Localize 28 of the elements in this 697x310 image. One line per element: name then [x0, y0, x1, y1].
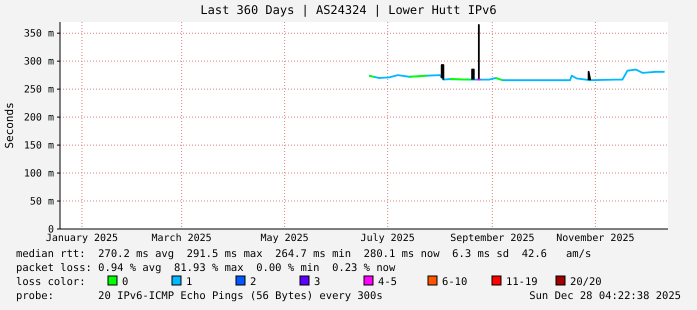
x-tick-label: July 2025 — [360, 233, 415, 244]
y-tick-label: 150 m — [24, 140, 54, 152]
x-tick-label: September 2025 — [450, 233, 535, 244]
x-tick-label: May 2025 — [260, 233, 309, 244]
legend-label: 1 — [186, 276, 192, 288]
text: Sun Dec 28 04:22:38 2025 — [529, 290, 681, 302]
x-tick-label: November 2025 — [556, 233, 635, 244]
legend-label: 6-10 — [442, 276, 468, 288]
text: probe: 20 IPv6-ICMP Echo Pings (56 Bytes) every 300s — [16, 290, 383, 302]
y-tick-label: 50 m — [30, 196, 54, 208]
y-tick-label: 200 m — [24, 112, 54, 124]
legend-label: 11-19 — [506, 276, 538, 288]
legend-label: 20/20 — [570, 276, 602, 288]
legend-label: 2 — [250, 276, 256, 288]
legend-label: 0 — [122, 276, 128, 288]
text: packet loss: 0.94 % avg 81.93 % max 0.00 % min 0.23 % now — [16, 262, 396, 274]
y-tick-label: 250 m — [24, 84, 54, 96]
x-tick-label: January 2025 — [46, 233, 118, 244]
y-tick-label: 300 m — [24, 56, 54, 68]
legend-label: 3 — [314, 276, 320, 288]
y-tick-label: 100 m — [24, 168, 54, 180]
x-tick-label: March 2025 — [151, 233, 212, 244]
chart-title: Last 360 Days | AS24324 | Lower Hutt IPv6 — [200, 3, 497, 17]
text: median rtt: 270.2 ms avg 291.5 ms max 264.7 ms min 280.1 ms now 6.3 ms sd 42.6 am/s — [16, 248, 592, 260]
y-tick-label: 350 m — [24, 28, 54, 40]
legend-label: 4-5 — [378, 276, 397, 288]
legend-title: loss color: — [16, 276, 86, 288]
y-axis-title: Seconds — [3, 102, 16, 149]
